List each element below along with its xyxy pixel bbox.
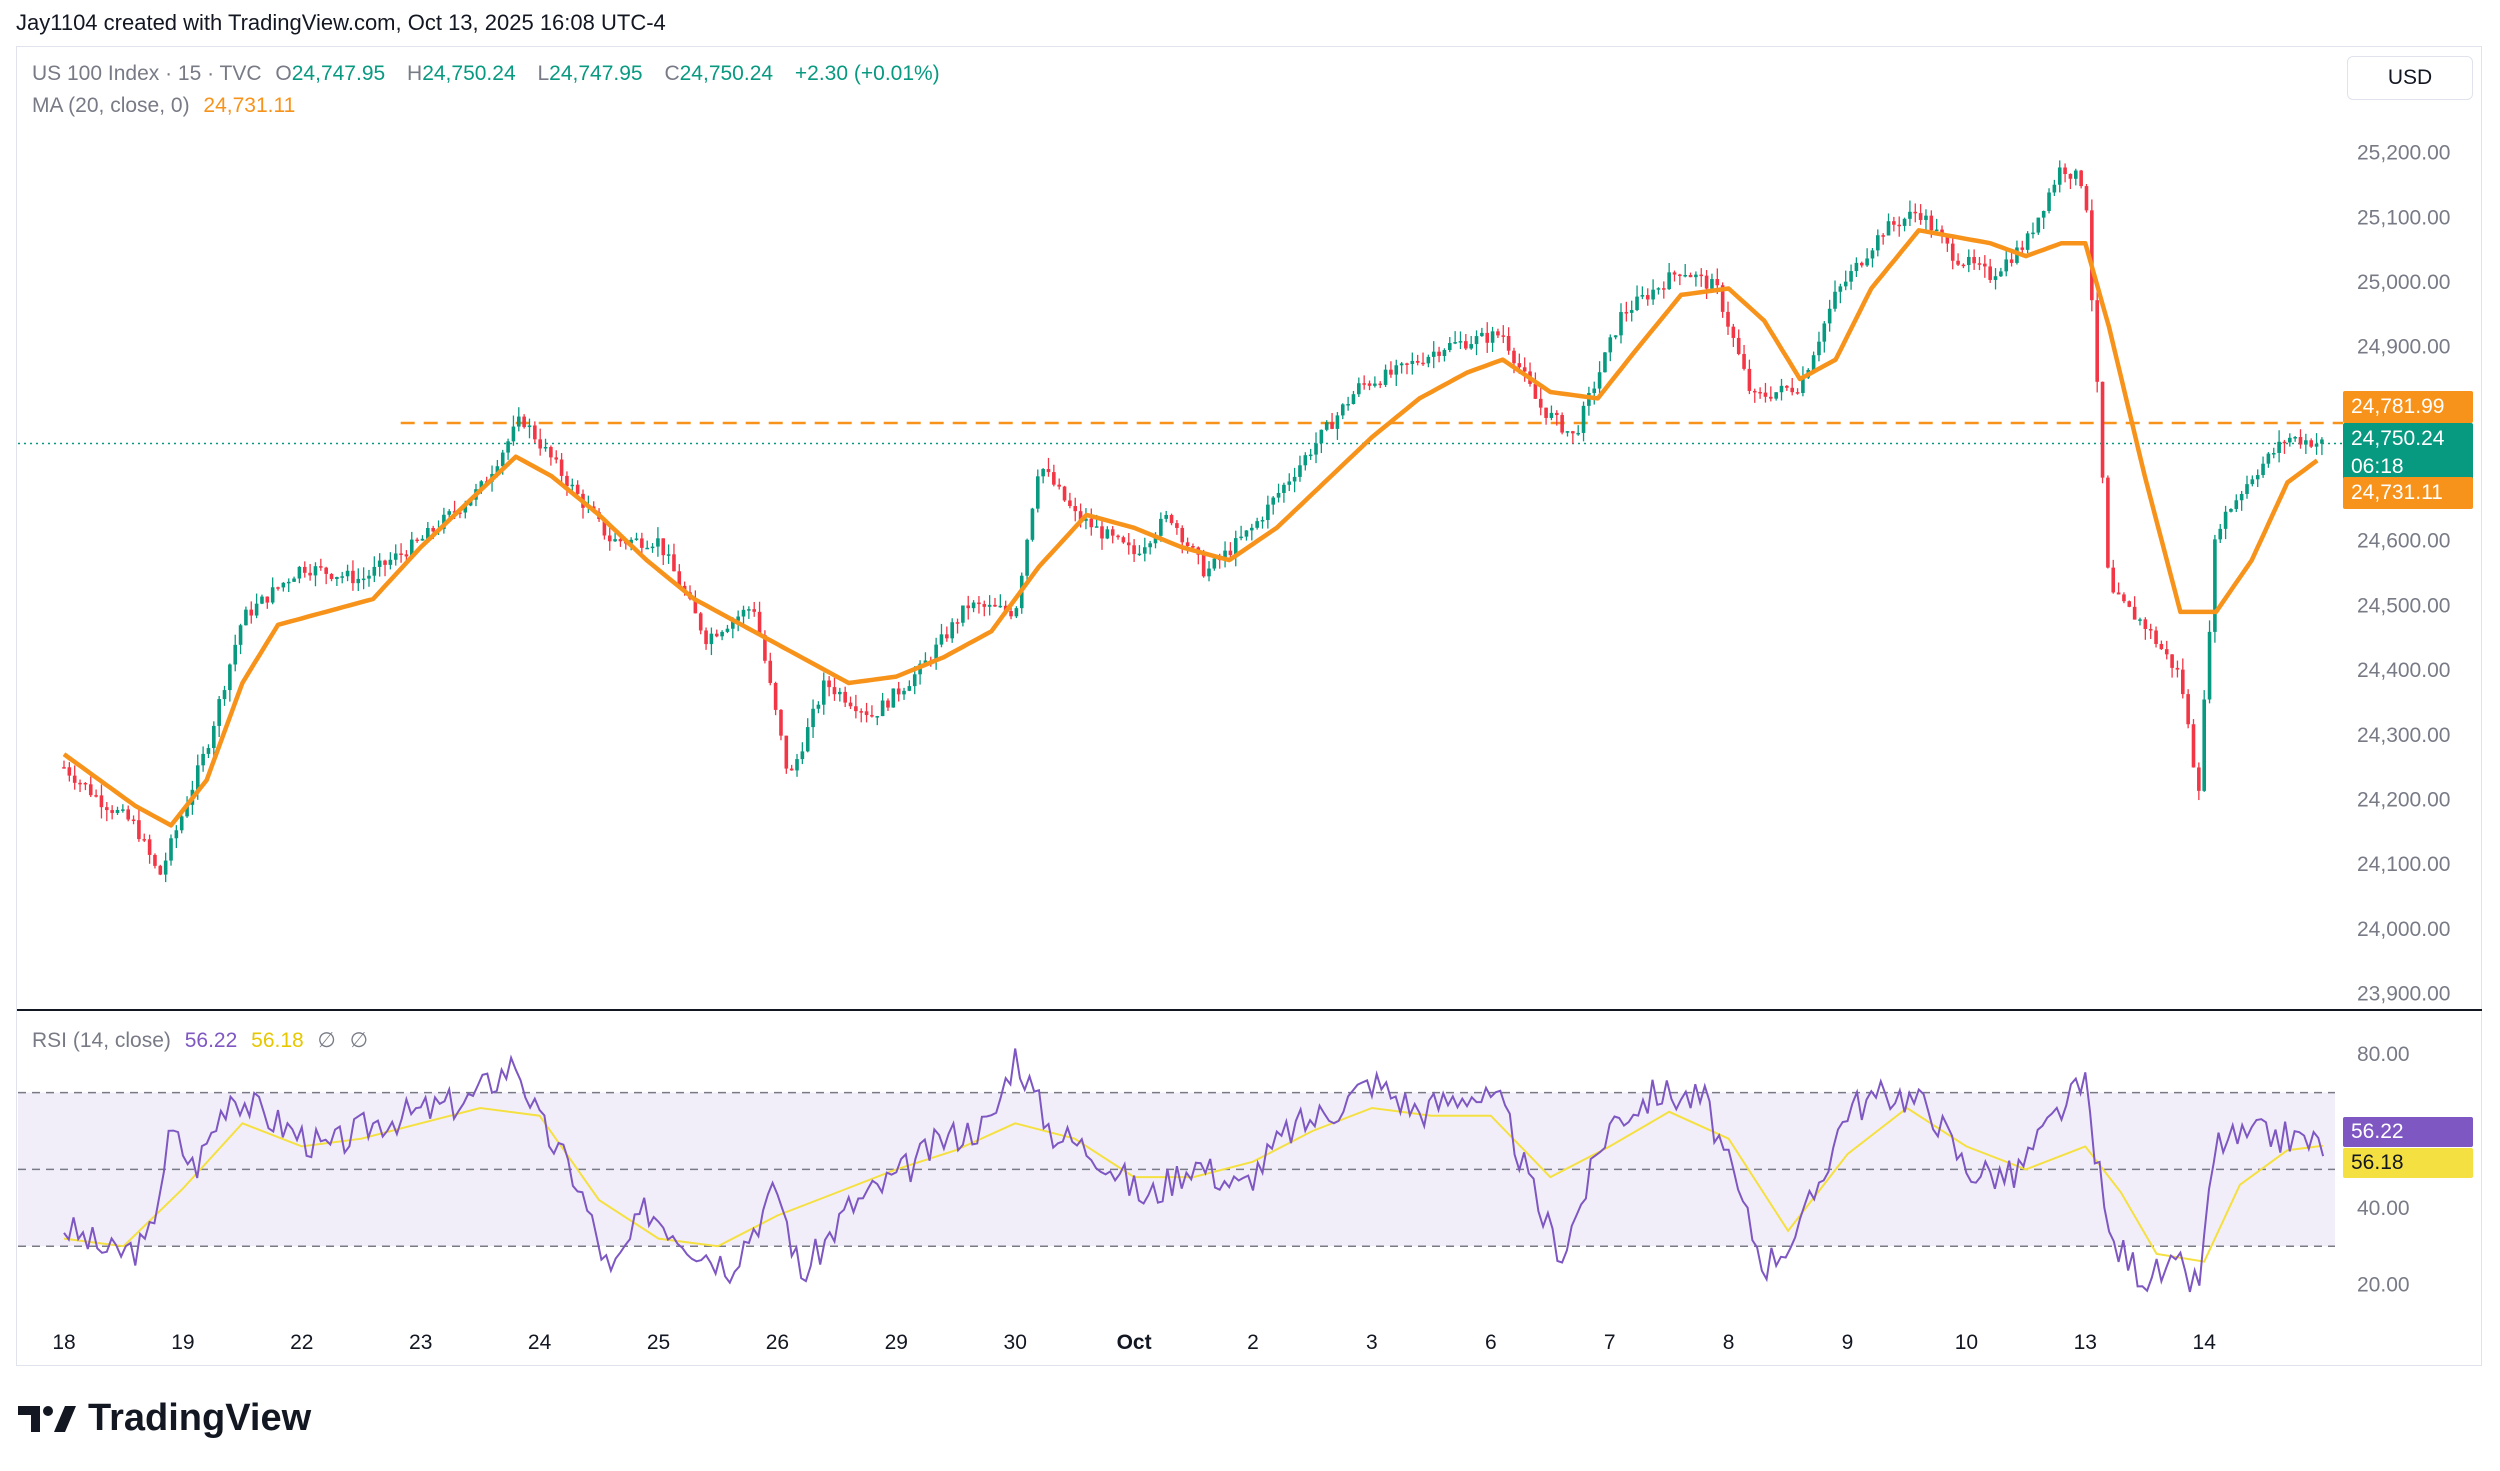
ma-legend: MA (20, close, 0) 24,731.11 [32, 94, 303, 118]
chart-author-header: Jay1104 created with TradingView.com, Oc… [16, 10, 666, 35]
rsi-label[interactable]: RSI (14, close) [32, 1029, 171, 1052]
ma-value: 24,731.11 [203, 94, 296, 117]
high-value: 24,750.24 [422, 62, 516, 85]
symbol-label[interactable]: US 100 Index · 15 · TVC [32, 62, 262, 85]
currency-button[interactable]: USD [2347, 56, 2473, 100]
rsi-legend: RSI (14, close) 56.22 56.18 ∅ ∅ [32, 1028, 376, 1053]
low-label: L [537, 62, 550, 85]
price-change: +2.30 (+0.01%) [794, 62, 940, 85]
chart-frame [16, 46, 2482, 1366]
close-value: 24,750.24 [679, 62, 774, 85]
ohlc-legend: US 100 Index · 15 · TVC O24,747.95 H24,7… [32, 62, 948, 86]
tradingview-logo[interactable]: TradingView [18, 1397, 311, 1440]
bar-countdown: 06:18 [2351, 455, 2404, 478]
high-label: H [407, 62, 423, 85]
last-price-value: 24,750.24 [2351, 427, 2445, 450]
ma-price-tag: 24,731.11 [2343, 477, 2473, 509]
visibility-icon[interactable]: ∅ [317, 1029, 336, 1052]
rsi-ma-value-tag: 56.18 [2343, 1148, 2473, 1178]
open-label: O [275, 62, 292, 85]
resistance-price-tag: 24,781.99 [2343, 391, 2473, 423]
ma-label[interactable]: MA (20, close, 0) [32, 94, 190, 117]
low-value: 24,747.95 [549, 62, 643, 85]
brand-name: TradingView [88, 1397, 312, 1439]
rsi-value-tag: 56.22 [2343, 1117, 2473, 1147]
last-price-tag: 24,750.24 06:18 [2343, 423, 2473, 483]
rsi-ma-value: 56.18 [251, 1029, 304, 1052]
tradingview-logo-icon [18, 1405, 76, 1432]
open-value: 24,747.95 [291, 62, 386, 85]
close-label: C [664, 62, 680, 85]
rsi-value: 56.22 [184, 1029, 238, 1052]
visibility-icon-2[interactable]: ∅ [349, 1029, 368, 1052]
